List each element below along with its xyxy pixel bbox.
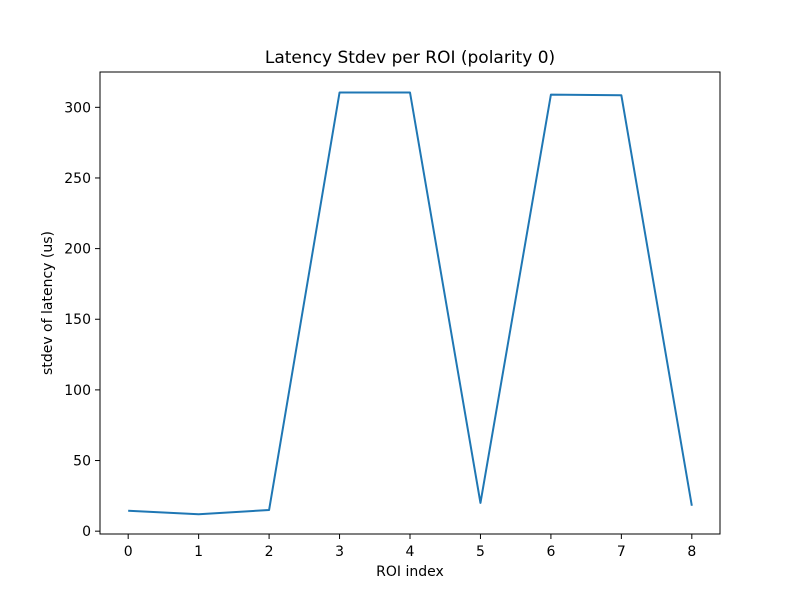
y-tick-label: 100 — [64, 383, 91, 399]
x-tick-label: 8 — [687, 544, 696, 560]
x-tick-label: 6 — [546, 544, 555, 560]
plot-area: 0 1 2 3 4 5 6 7 8 0 50 100 150 200 250 300 — [64, 71, 721, 560]
x-tick-label: 3 — [335, 544, 344, 560]
x-tick-label: 7 — [617, 544, 626, 560]
y-tick-label: 250 — [64, 171, 91, 187]
plot-background — [100, 72, 720, 534]
plot-frame — [99, 71, 721, 535]
y-tick-label: 150 — [64, 312, 91, 328]
y-tick-label: 50 — [73, 454, 91, 470]
x-axis-label: ROI index — [376, 564, 444, 580]
y-axis-label: stdev of latency (us) — [40, 231, 56, 375]
x-tick-label: 4 — [406, 544, 415, 560]
y-tick-label: 200 — [64, 242, 91, 258]
x-axis-ticks: 0 1 2 3 4 5 6 7 8 — [124, 534, 696, 560]
y-tick-label: 300 — [64, 100, 91, 116]
x-tick-label: 0 — [124, 544, 133, 560]
x-tick-label: 2 — [265, 544, 274, 560]
x-tick-label: 5 — [476, 544, 485, 560]
y-axis-ticks: 0 50 100 150 200 250 300 — [64, 100, 100, 540]
series-line — [128, 91, 693, 516]
chart-title: Latency Stdev per ROI (polarity 0) — [265, 48, 555, 68]
x-tick-label: 1 — [194, 544, 203, 560]
y-tick-label: 0 — [82, 524, 91, 540]
